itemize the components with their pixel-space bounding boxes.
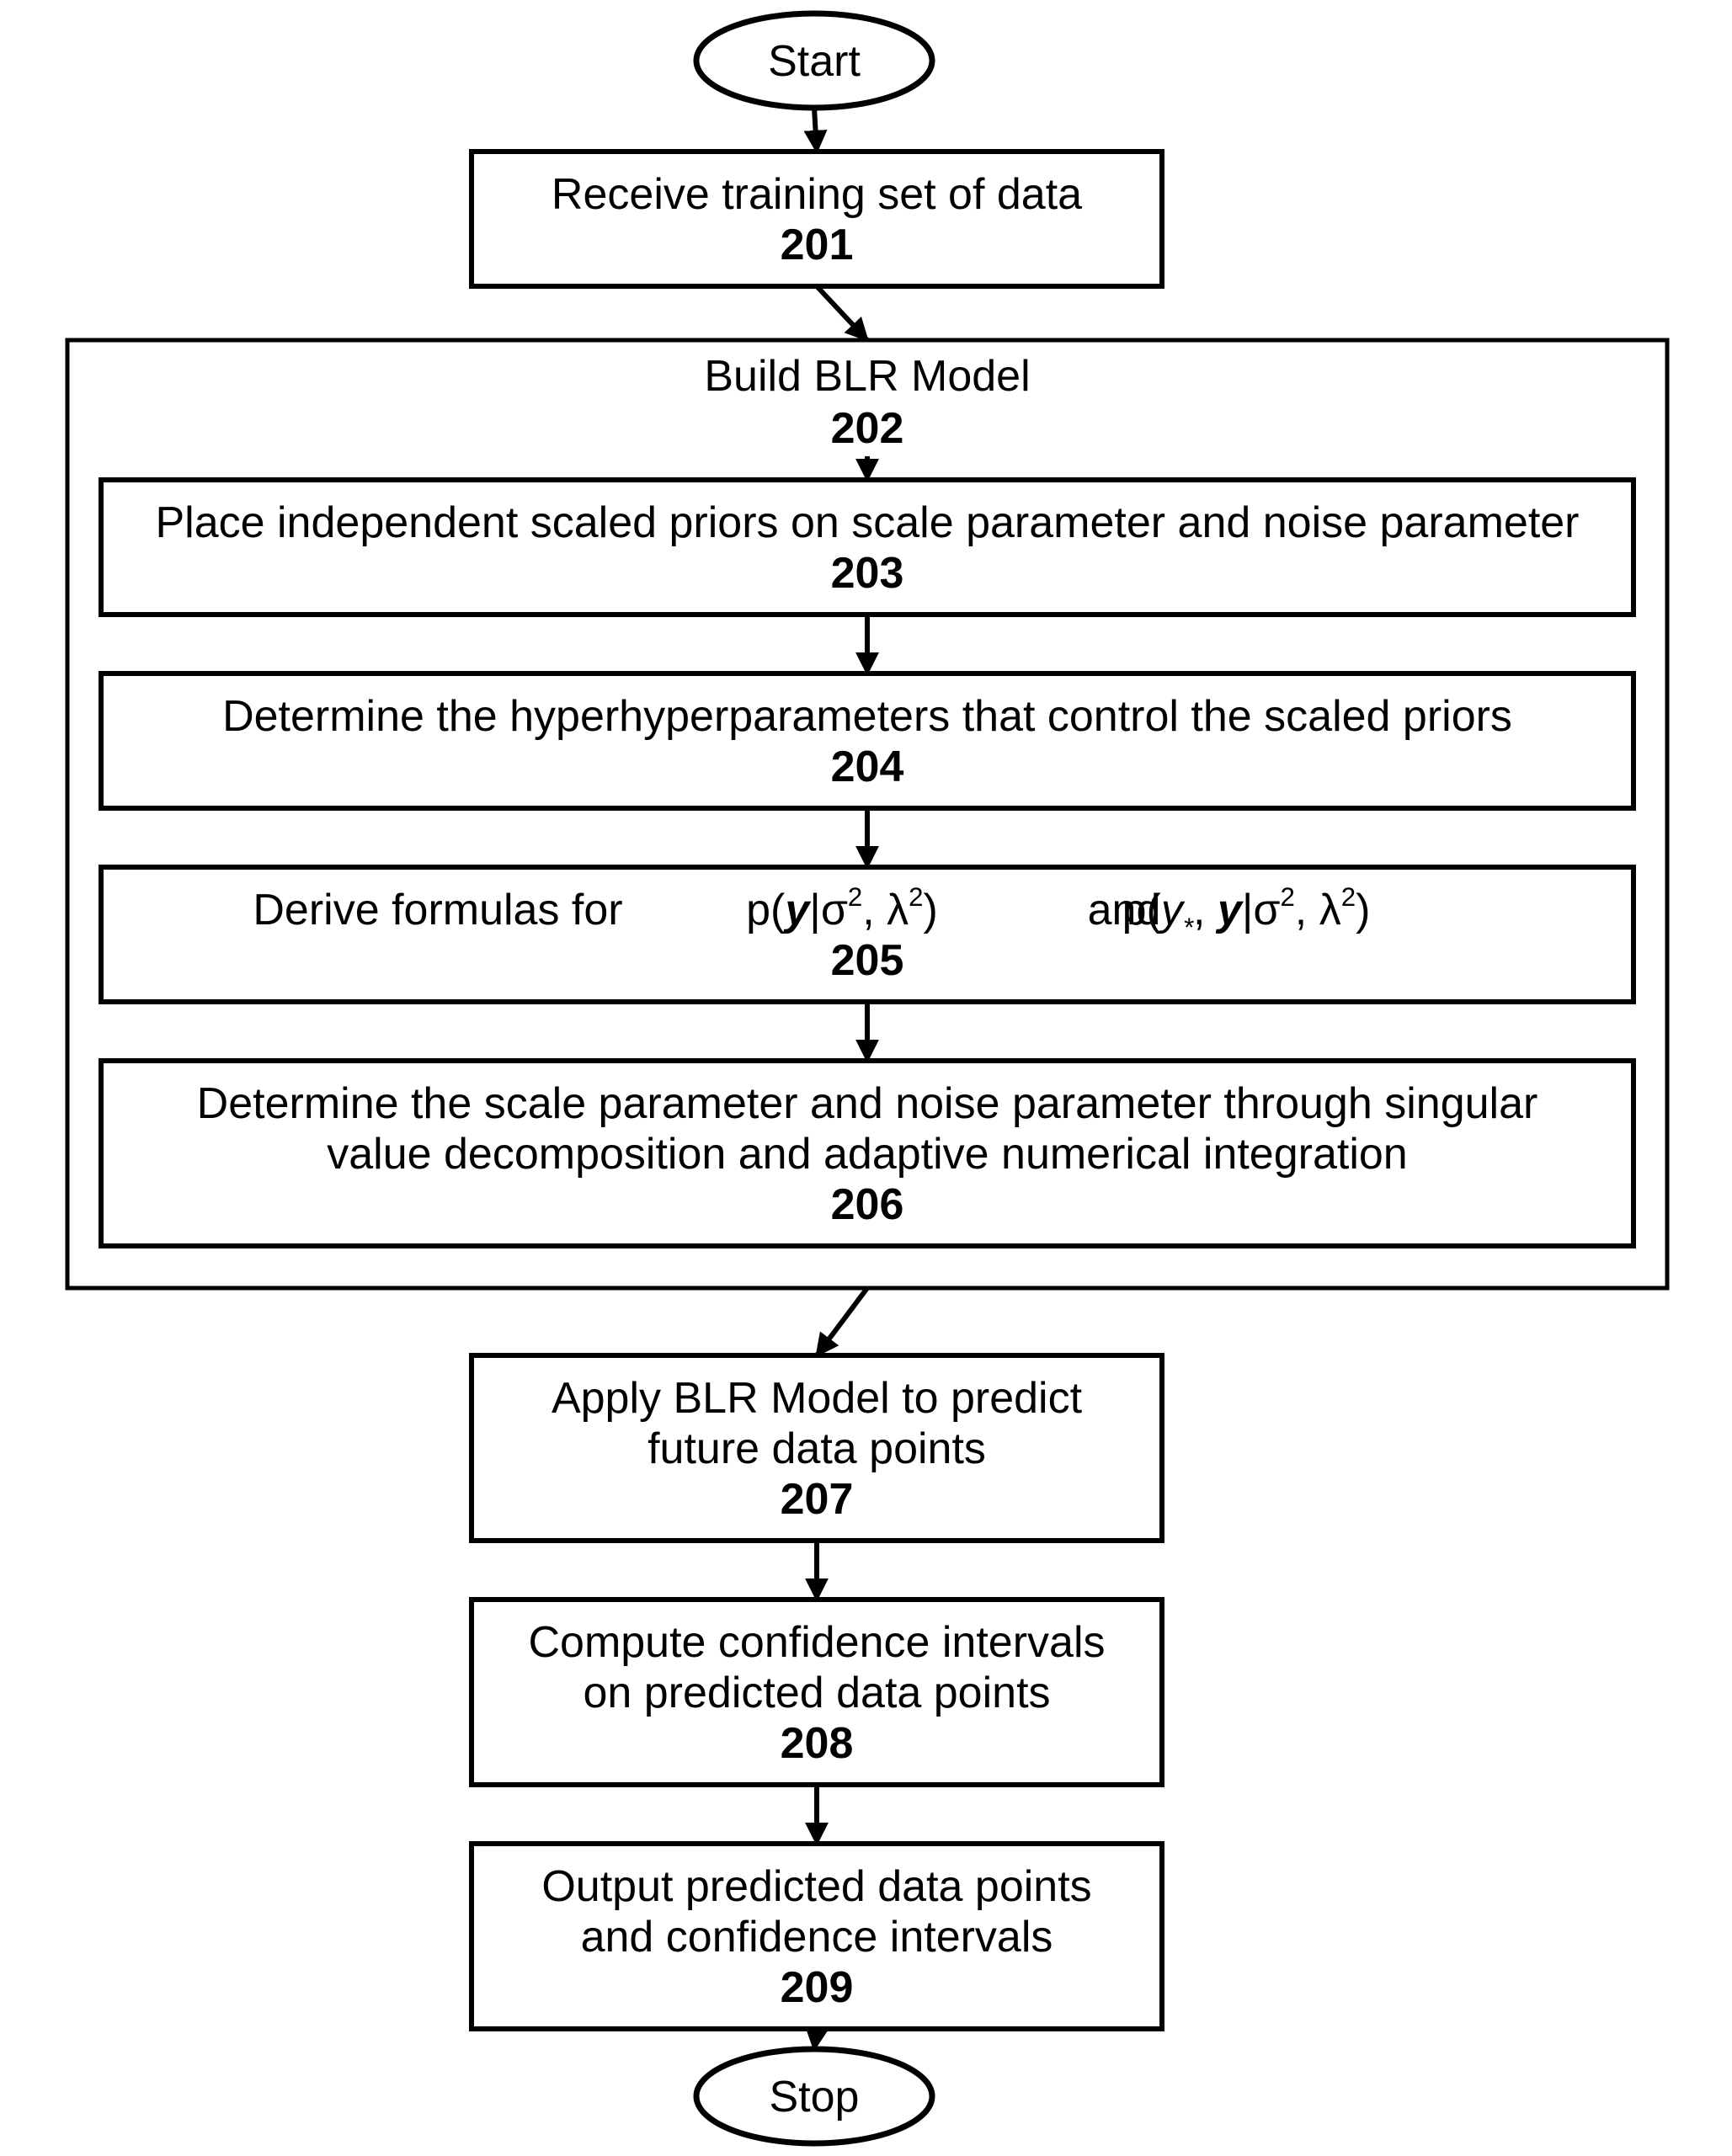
svg-text:on predicted data points: on predicted data points xyxy=(583,1669,1050,1717)
svg-text:202: 202 xyxy=(831,404,904,453)
svg-text:209: 209 xyxy=(781,1963,854,2012)
svg-text:value decomposition and adapti: value decomposition and adaptive numeric… xyxy=(327,1130,1407,1179)
svg-text:Place independent scaled prior: Place independent scaled priors on scale… xyxy=(155,498,1579,547)
svg-text:Receive training set of data: Receive training set of data xyxy=(552,170,1082,219)
svg-text:Build BLR Model: Build BLR Model xyxy=(704,352,1030,401)
svg-text:204: 204 xyxy=(831,743,904,791)
svg-text:and confidence intervals: and confidence intervals xyxy=(581,1913,1053,1962)
svg-text:207: 207 xyxy=(781,1475,854,1524)
svg-text:Derive formulas for: Derive formulas for xyxy=(253,886,622,934)
svg-text:Determine the scale parameter: Determine the scale parameter and noise … xyxy=(197,1079,1538,1128)
svg-text:Output predicted data points: Output predicted data points xyxy=(541,1862,1091,1911)
svg-text:p(y*, y|σ2, λ2): p(y*, y|σ2, λ2) xyxy=(1122,882,1371,942)
svg-text:203: 203 xyxy=(831,549,904,598)
svg-text:205: 205 xyxy=(831,936,904,985)
svg-text:208: 208 xyxy=(781,1719,854,1768)
svg-text:206: 206 xyxy=(831,1180,904,1229)
svg-text:future data points: future data points xyxy=(648,1424,986,1473)
svg-text:Start: Start xyxy=(768,37,861,86)
svg-text:Determine the hyperhyperparame: Determine the hyperhyperparameters that … xyxy=(222,692,1512,741)
svg-text:Apply BLR Model to predict: Apply BLR Model to predict xyxy=(552,1374,1083,1423)
svg-text:Compute confidence intervals: Compute confidence intervals xyxy=(528,1618,1105,1667)
svg-text:201: 201 xyxy=(781,221,854,269)
svg-text:Stop: Stop xyxy=(770,2073,860,2121)
